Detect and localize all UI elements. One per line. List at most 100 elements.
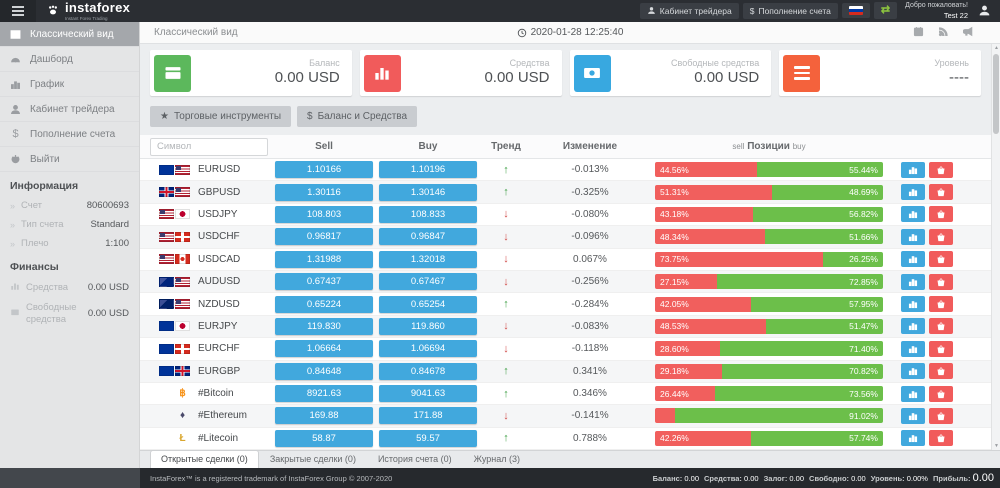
basket-button[interactable] [929, 407, 953, 424]
buy-price-button[interactable]: 1.30146 [379, 183, 477, 201]
basket-button[interactable] [929, 273, 953, 290]
balance-and-funds-button[interactable]: $ Баланс и Средства [297, 106, 418, 127]
open-chart-button[interactable] [901, 273, 925, 290]
basket-button[interactable] [929, 296, 953, 313]
basket-button[interactable] [929, 184, 953, 201]
symbol-icons [158, 254, 190, 265]
sell-price-button[interactable]: 0.84648 [275, 362, 373, 380]
sell-price-button[interactable]: 1.10166 [275, 161, 373, 179]
open-chart-button[interactable] [901, 385, 925, 402]
buy-price-button[interactable]: 108.833 [379, 205, 477, 223]
buy-price-button[interactable]: 0.96847 [379, 228, 477, 246]
buy-column-header: Buy [418, 141, 438, 152]
buy-price-button[interactable]: 1.06694 [379, 340, 477, 358]
menu-toggle-button[interactable] [0, 0, 36, 22]
language-button[interactable] [841, 3, 870, 19]
sidebar-item-deposit[interactable]: $ Пополнение счета [0, 122, 139, 147]
sell-price-button[interactable]: 1.31988 [275, 250, 373, 268]
card-label: Свободные средства [671, 58, 760, 68]
basket-button[interactable] [929, 363, 953, 380]
sell-price-button[interactable]: 0.67437 [275, 273, 373, 291]
open-chart-button[interactable] [901, 340, 925, 357]
sell-price-button[interactable]: 8921.63 [275, 385, 373, 403]
trend-arrow-icon: ↑ [503, 387, 509, 400]
chart-icon [908, 435, 918, 443]
sidebar-item-dashboard[interactable]: Дашборд [0, 47, 139, 72]
scroll-down-arrow-icon[interactable]: ▼ [994, 443, 999, 449]
sell-price-button[interactable]: 58.87 [275, 429, 373, 447]
buy-price-button[interactable]: 9041.63 [379, 385, 477, 403]
basket-button[interactable] [929, 206, 953, 223]
positions-bar: 28.60% 71.40% [655, 341, 883, 357]
flag-ch-icon [175, 343, 190, 354]
sidebar-item-chart[interactable]: График [0, 72, 139, 97]
user-icon [979, 6, 989, 16]
open-chart-button[interactable] [901, 407, 925, 424]
sell-price-button[interactable]: 108.803 [275, 205, 373, 223]
sell-price-button[interactable]: 169.88 [275, 407, 373, 425]
buy-price-button[interactable]: 119.860 [379, 317, 477, 335]
buy-price-button[interactable]: 59.57 [379, 429, 477, 447]
open-chart-button[interactable] [901, 251, 925, 268]
credit-card-icon [154, 54, 191, 92]
open-chart-button[interactable] [901, 228, 925, 245]
basket-icon [937, 233, 945, 241]
open-chart-button[interactable] [901, 363, 925, 380]
open-chart-button[interactable] [901, 206, 925, 223]
trend-arrow-icon: ↑ [503, 163, 509, 176]
basket-button[interactable] [929, 161, 953, 178]
basket-button[interactable] [929, 251, 953, 268]
sell-percent-label: 44.56% [660, 164, 689, 175]
positions-sell-segment: 28.60% [655, 341, 721, 357]
calendar-icon[interactable] [913, 24, 924, 42]
info-row-account-type: » Тип счета Standard [0, 215, 139, 234]
sell-price-button[interactable]: 0.96817 [275, 228, 373, 246]
scroll-up-arrow-icon[interactable]: ▲ [994, 45, 999, 51]
buy-price-button[interactable]: 171.88 [379, 407, 477, 425]
open-chart-button[interactable] [901, 318, 925, 335]
vertical-scrollbar[interactable]: ▲ ▼ [991, 44, 1000, 450]
buy-price-button[interactable]: 1.32018 [379, 250, 477, 268]
buy-price-button[interactable]: 0.84678 [379, 362, 477, 380]
open-chart-button[interactable] [901, 184, 925, 201]
buy-price-button[interactable]: 0.65254 [379, 295, 477, 313]
tab-closed-deals[interactable]: Закрытые сделки (0) [269, 454, 356, 465]
sell-price-button[interactable]: 1.06664 [275, 340, 373, 358]
sell-price-button[interactable]: 0.65224 [275, 295, 373, 313]
symbol-search-input[interactable] [150, 137, 268, 156]
flag-eu-icon [159, 321, 174, 332]
open-chart-button[interactable] [901, 161, 925, 178]
basket-button[interactable] [929, 228, 953, 245]
megaphone-icon[interactable] [962, 24, 974, 42]
basket-button[interactable] [929, 430, 953, 447]
gauge-icon [11, 57, 20, 63]
sell-price-button[interactable]: 1.30116 [275, 183, 373, 201]
open-chart-button[interactable] [901, 296, 925, 313]
chart-icon [908, 413, 918, 421]
tab-journal[interactable]: Журнал (3) [473, 454, 521, 465]
buy-percent-label: 73.56% [849, 388, 878, 399]
buy-price-button[interactable]: 0.67467 [379, 273, 477, 291]
instaforex-logo[interactable]: instaforex Instant Forex Trading [46, 0, 130, 22]
open-chart-button[interactable] [901, 430, 925, 447]
positions-sell-segment: 44.56% [655, 162, 757, 178]
sell-price-button[interactable]: 119.830 [275, 317, 373, 335]
sidebar-item-trader-cabinet[interactable]: Кабинет трейдера [0, 97, 139, 122]
sidebar-item-classic-view[interactable]: Классический вид [0, 22, 139, 47]
scrollbar-thumb[interactable] [993, 54, 999, 134]
avatar[interactable] [976, 3, 992, 19]
buy-price-button[interactable]: 1.10196 [379, 161, 477, 179]
trading-instruments-button[interactable]: ★ Торговые инструменты [150, 106, 291, 127]
basket-button[interactable] [929, 385, 953, 402]
basket-button[interactable] [929, 318, 953, 335]
exchange-button[interactable]: ⇄ [873, 2, 898, 20]
sidebar-item-logout[interactable]: Выйти [0, 147, 139, 172]
tab-account-history[interactable]: История счета (0) [377, 454, 452, 465]
tab-open-deals[interactable]: Открытые сделки (0) [150, 450, 259, 468]
basket-button[interactable] [929, 340, 953, 357]
rss-icon[interactable] [938, 24, 949, 42]
trader-cabinet-button[interactable]: Кабинет трейдера [639, 2, 739, 19]
positions-bar: 73.75% 26.25% [655, 251, 883, 267]
symbol-cell: EURCHF [140, 343, 275, 354]
deposit-button[interactable]: $ Пополнение счета [742, 2, 838, 19]
